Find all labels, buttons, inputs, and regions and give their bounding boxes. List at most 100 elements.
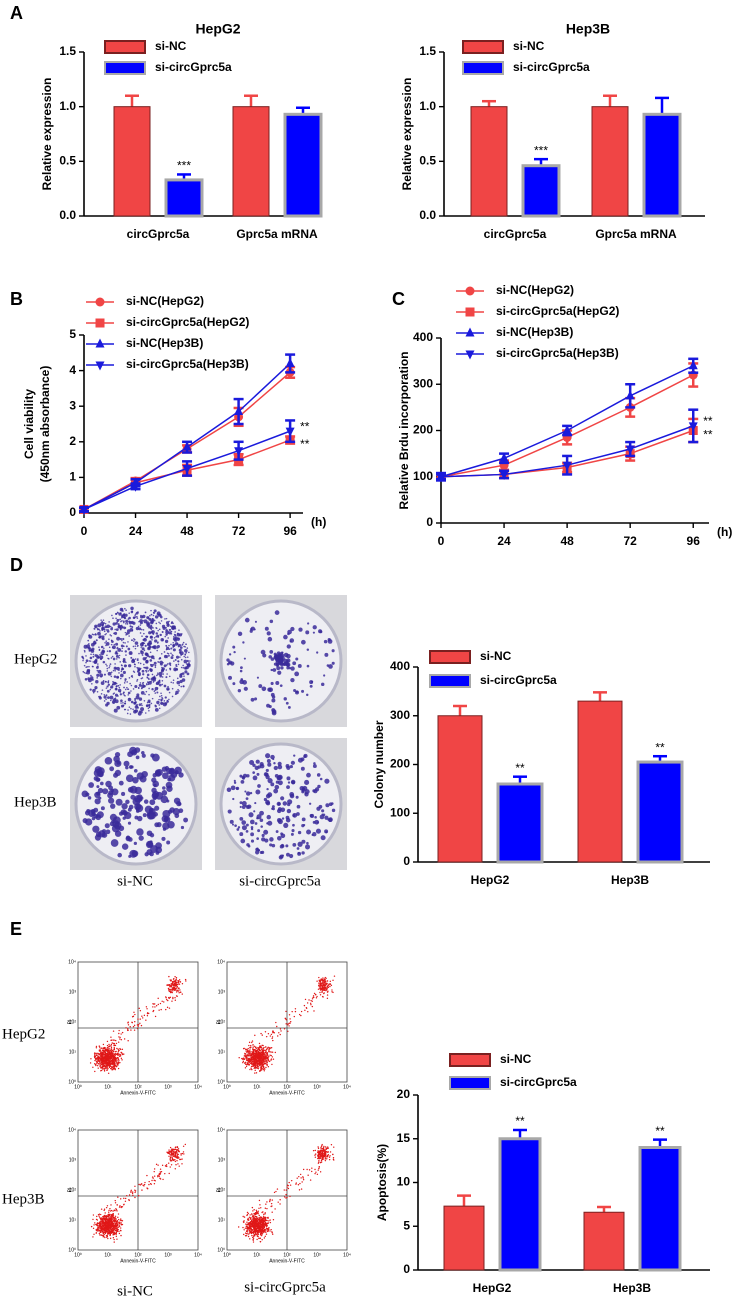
- colony: [108, 667, 110, 669]
- colony: [120, 693, 122, 695]
- colony: [154, 689, 156, 691]
- event-dot: [103, 1050, 104, 1051]
- colony: [307, 622, 309, 624]
- colony: [148, 688, 150, 690]
- flow-x-label: Annexin-V-FITC: [269, 1090, 305, 1096]
- event-dot: [243, 1229, 244, 1230]
- event-dot: [115, 1208, 116, 1209]
- colony: [148, 678, 150, 680]
- event-dot: [330, 1151, 331, 1152]
- event-dot: [180, 1153, 181, 1154]
- event-dot: [314, 1173, 315, 1174]
- colony: [291, 833, 294, 836]
- event-dot: [107, 1063, 108, 1064]
- colony: [174, 631, 176, 633]
- event-dot: [134, 1025, 135, 1026]
- event-dot: [249, 1055, 250, 1056]
- event-dot: [176, 1160, 177, 1161]
- event-dot: [183, 1153, 184, 1154]
- event-dot: [271, 1038, 272, 1039]
- colony: [124, 761, 130, 767]
- event-dot: [266, 1055, 267, 1056]
- event-dot: [115, 1069, 116, 1070]
- colony: [168, 645, 170, 647]
- colony: [101, 693, 103, 695]
- event-dot: [100, 1224, 101, 1225]
- event-dot: [173, 984, 174, 985]
- event-dot: [259, 1059, 260, 1060]
- event-dot: [265, 1052, 266, 1053]
- colony: [168, 699, 170, 701]
- colony: [115, 652, 118, 655]
- event-dot: [333, 1146, 334, 1147]
- event-dot: [107, 1045, 108, 1046]
- event-dot: [317, 1174, 318, 1175]
- colony: [108, 672, 112, 676]
- event-dot: [167, 1007, 168, 1008]
- event-dot: [334, 975, 335, 976]
- event-dot: [320, 981, 321, 982]
- colony: [84, 665, 86, 667]
- event-dot: [266, 1065, 267, 1066]
- event-dot: [328, 987, 329, 988]
- event-dot: [125, 1201, 126, 1202]
- colony: [101, 629, 103, 631]
- event-dot: [104, 1218, 105, 1219]
- colony: [158, 704, 160, 706]
- event-dot: [154, 1183, 155, 1184]
- colony: [267, 815, 271, 819]
- colony: [287, 799, 292, 804]
- event-dot: [262, 1034, 263, 1035]
- colony: [138, 626, 140, 628]
- colony: [124, 608, 126, 610]
- flow-tick-label: 10¹: [253, 1084, 261, 1090]
- event-dot: [114, 1217, 115, 1218]
- event-dot: [280, 1034, 281, 1035]
- colony: [128, 612, 130, 614]
- colony: [138, 687, 140, 689]
- event-dot: [322, 1148, 323, 1149]
- event-dot: [318, 1160, 319, 1161]
- event-dot: [145, 1019, 146, 1020]
- event-dot: [101, 1217, 102, 1218]
- event-dot: [100, 1048, 101, 1049]
- colony: [306, 773, 311, 778]
- event-dot: [138, 1025, 139, 1026]
- event-dot: [158, 1004, 159, 1005]
- event-dot: [255, 1051, 256, 1052]
- colony: [252, 764, 255, 767]
- event-dot: [256, 1210, 257, 1211]
- event-dot: [120, 1198, 121, 1199]
- colony: [88, 666, 90, 668]
- colony: [101, 646, 104, 649]
- colony: [94, 776, 98, 780]
- panel-label: B: [10, 289, 23, 309]
- event-dot: [246, 1051, 247, 1052]
- colony: [114, 644, 116, 646]
- event-dot: [157, 1164, 158, 1165]
- colony: [110, 822, 115, 827]
- colony: [280, 854, 284, 858]
- event-dot: [93, 1234, 94, 1235]
- event-dot: [324, 979, 325, 980]
- event-dot: [254, 1061, 255, 1062]
- panel-label: C: [392, 289, 405, 309]
- flow-plot: Annexin-V-FITCPI10⁰10⁰10¹10¹10²10²10³10³…: [67, 959, 202, 1096]
- event-dot: [104, 1055, 105, 1056]
- event-dot: [133, 1012, 134, 1013]
- event-dot: [120, 1049, 121, 1050]
- colony: [172, 646, 174, 648]
- colony: [168, 621, 170, 623]
- colony: [124, 678, 126, 680]
- colony: [286, 853, 290, 857]
- event-dot: [318, 1169, 319, 1170]
- colony: [170, 665, 172, 667]
- colony: [236, 828, 239, 831]
- colony: [96, 785, 99, 788]
- event-dot: [246, 1049, 247, 1050]
- colony: [124, 642, 126, 644]
- colony: [129, 805, 134, 810]
- event-dot: [263, 1069, 264, 1070]
- event-dot: [265, 1236, 266, 1237]
- colony: [144, 700, 146, 702]
